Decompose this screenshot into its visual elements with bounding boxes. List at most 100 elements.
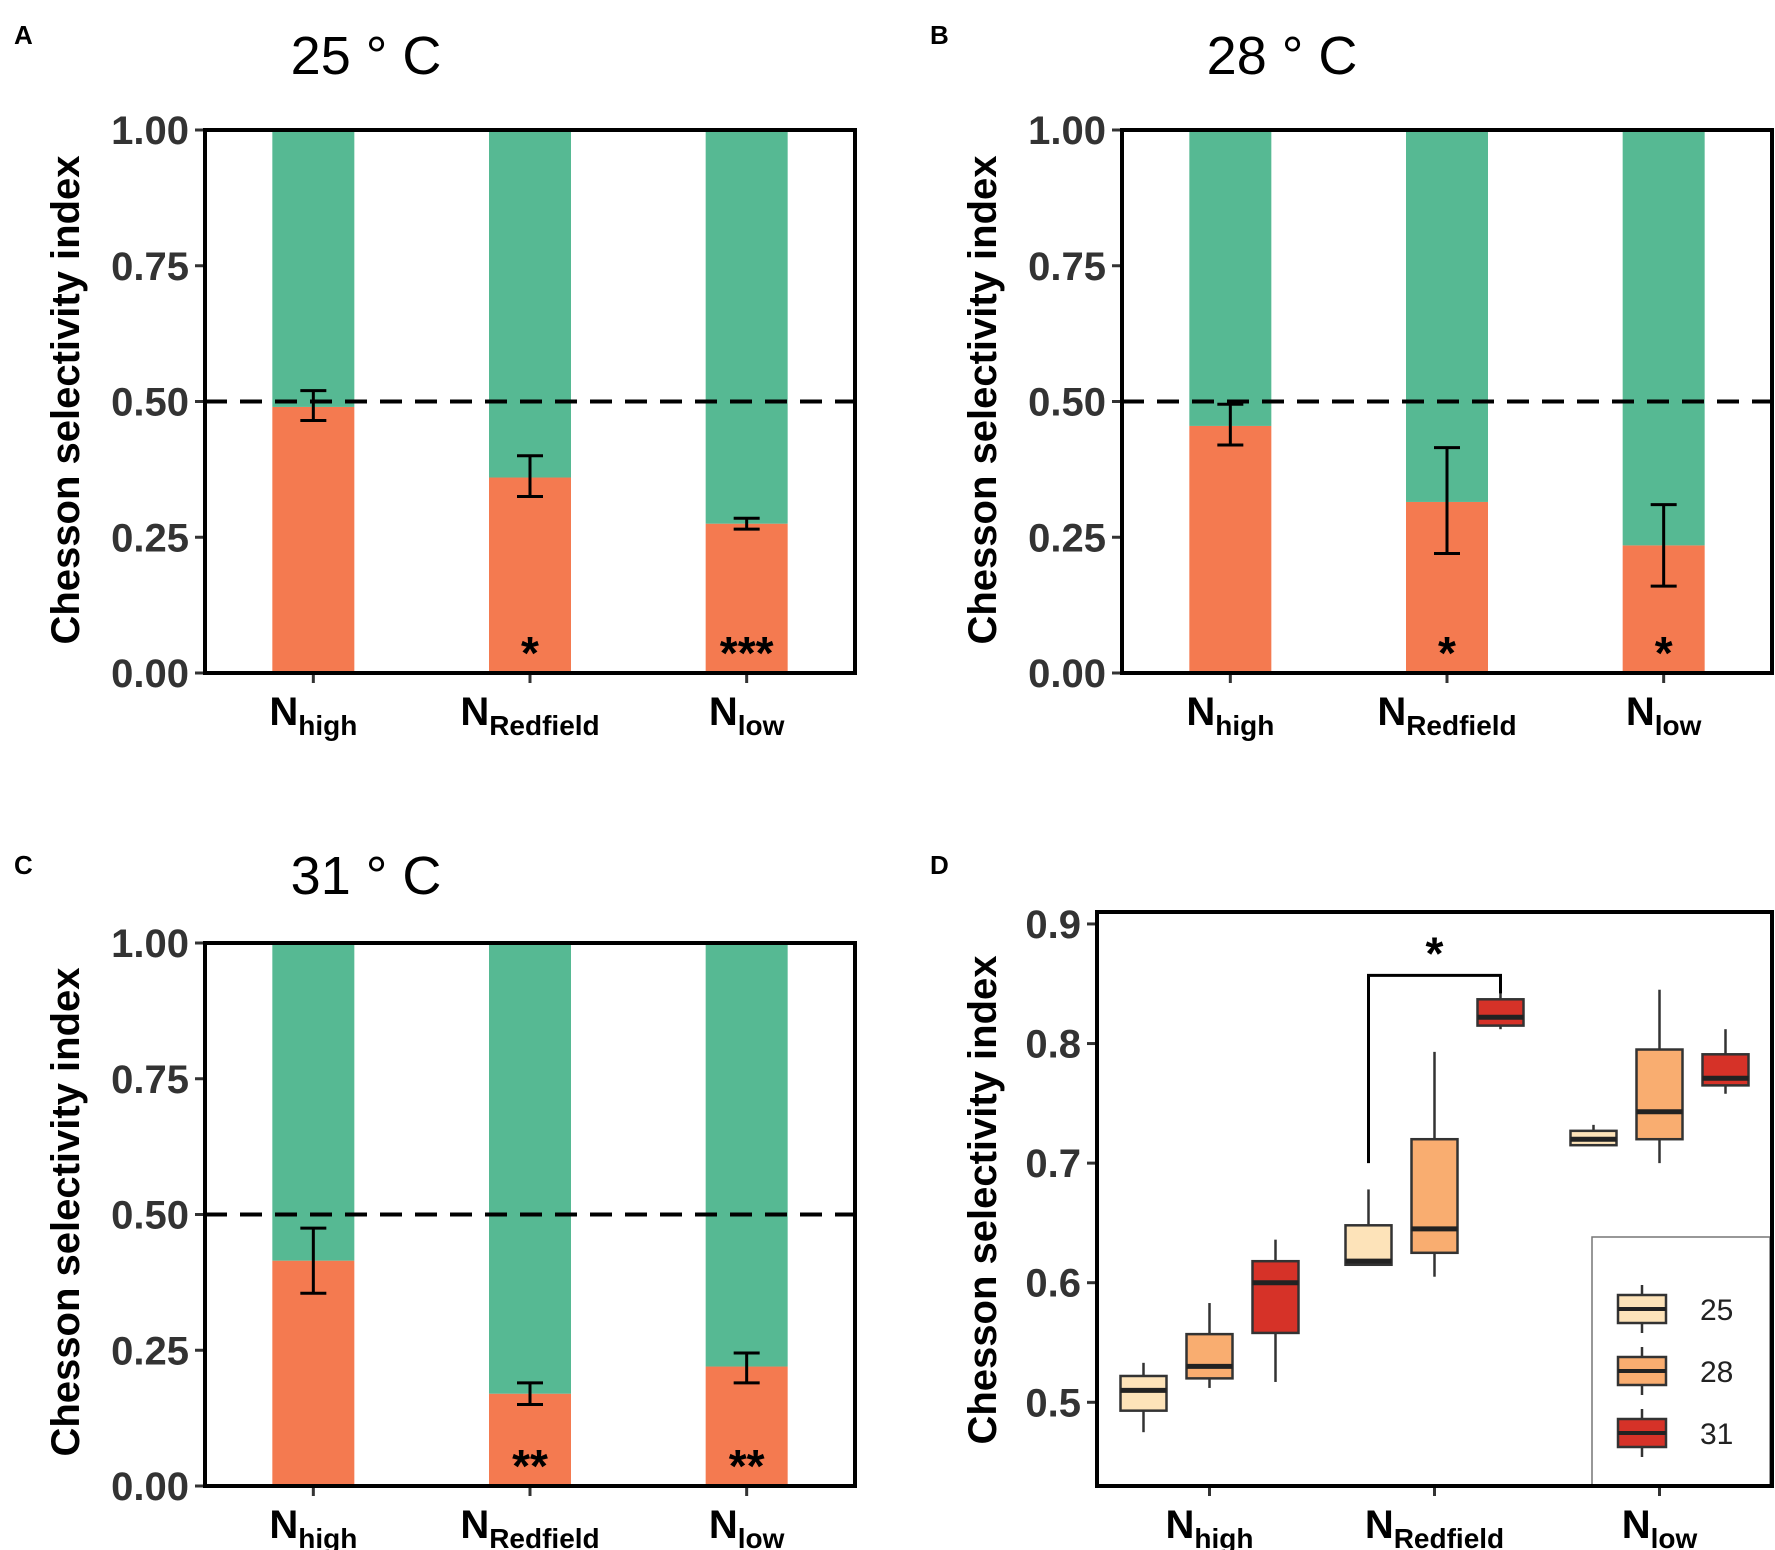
y-tick-label: 0.50 bbox=[111, 381, 189, 425]
box-31 bbox=[1251, 1259, 1300, 1335]
box-25 bbox=[1119, 1374, 1168, 1412]
y-tick-label: 0.7 bbox=[1025, 1142, 1081, 1186]
panel-title: 25 ° C bbox=[291, 26, 442, 86]
panel-b: B 28 ° C Chesson selectivity index 0.00 0.25… bbox=[930, 20, 1775, 741]
significance-label: *** bbox=[720, 627, 774, 679]
box-28 bbox=[1410, 1137, 1459, 1255]
bar-lower-1 bbox=[1189, 425, 1272, 673]
panel-c: C 31 ° C Chesson selectivity index 0.00 0.25… bbox=[14, 846, 870, 1550]
y-tick-label: 0.9 bbox=[1025, 903, 1081, 947]
x-tick-label-sub: Redfield bbox=[489, 710, 599, 741]
y-tick-label: 0.00 bbox=[1028, 652, 1106, 696]
x-tick-label-main: N bbox=[1622, 1503, 1651, 1547]
x-tick-label-main: N bbox=[709, 1503, 738, 1547]
panel-letter: B bbox=[930, 20, 949, 50]
x-tick-label-sub: low bbox=[1651, 1523, 1698, 1550]
x-tick-label-sub: low bbox=[738, 1523, 785, 1550]
x-tick-label-sub: high bbox=[1215, 710, 1274, 741]
plot-frame bbox=[203, 941, 857, 1488]
x-tick-label-sub: Redfield bbox=[1406, 710, 1516, 741]
bar-lower-2 bbox=[489, 1393, 571, 1486]
y-tick-label: 0.50 bbox=[1028, 381, 1106, 425]
x-tick-label: Nlow bbox=[1622, 1503, 1698, 1550]
plot-frame bbox=[203, 128, 857, 675]
y-axis-label: Chesson selectivity index bbox=[961, 155, 1005, 644]
bar-upper-2 bbox=[489, 130, 571, 478]
x-tick-label: NRedfield bbox=[1377, 690, 1516, 741]
y-tick-label: 1.00 bbox=[1028, 109, 1106, 153]
y-tick-label: 0.25 bbox=[111, 516, 189, 560]
bar-lower-1 bbox=[272, 406, 355, 673]
comparison-label: * bbox=[1426, 927, 1444, 979]
x-tick-label-main: N bbox=[1365, 1503, 1394, 1547]
bar-upper-1 bbox=[272, 943, 355, 1261]
panel-a: A 25 ° C Chesson selectivity index 0.00 0.25… bbox=[14, 20, 870, 741]
y-tick-label: 0.75 bbox=[1028, 245, 1106, 289]
bar-lower-1 bbox=[272, 1260, 355, 1486]
box-31 bbox=[1701, 1053, 1750, 1087]
bar-upper-1 bbox=[1189, 130, 1272, 426]
panel-title: 31 ° C bbox=[291, 846, 442, 906]
x-tick-label-main: N bbox=[460, 1503, 489, 1547]
x-tick-label: NRedfield bbox=[1365, 1503, 1504, 1550]
y-tick-label: 0.50 bbox=[111, 1194, 189, 1238]
y-tick-label: 0.75 bbox=[111, 245, 189, 289]
significance-label: * bbox=[521, 627, 539, 679]
legend-label: 25 bbox=[1700, 1294, 1733, 1327]
bar-upper-3 bbox=[705, 130, 788, 524]
comparison-bracket bbox=[1367, 973, 1502, 1164]
legend-label: 28 bbox=[1700, 1356, 1733, 1389]
x-tick-label-main: N bbox=[1626, 690, 1655, 734]
x-tick-label: NRedfield bbox=[460, 1503, 599, 1550]
x-tick-label: Nhigh bbox=[269, 1503, 357, 1550]
y-tick-label: 1.00 bbox=[111, 109, 189, 153]
bar-upper-1 bbox=[272, 130, 355, 407]
x-tick-label-sub: low bbox=[738, 710, 785, 741]
y-axis-label: Chesson selectivity index bbox=[961, 955, 1005, 1444]
y-tick-label: 0.25 bbox=[1028, 516, 1106, 560]
y-axis-label: Chesson selectivity index bbox=[44, 967, 88, 1456]
x-tick-label: Nlow bbox=[709, 690, 785, 741]
bar-lower-3 bbox=[705, 1366, 788, 1486]
panel-letter: D bbox=[930, 850, 949, 880]
significance-label: * bbox=[1655, 627, 1673, 679]
x-tick-label-main: N bbox=[709, 690, 738, 734]
y-tick-label: 1.00 bbox=[111, 922, 189, 966]
x-tick-label-sub: high bbox=[298, 1523, 357, 1550]
x-tick-label-sub: Redfield bbox=[489, 1523, 599, 1550]
bar-upper-3 bbox=[1622, 130, 1705, 546]
y-tick-label: 0.75 bbox=[111, 1058, 189, 1102]
y-tick-label: 0.5 bbox=[1025, 1381, 1081, 1425]
x-tick-label-sub: Redfield bbox=[1394, 1523, 1504, 1550]
y-tick-label: 0.00 bbox=[111, 652, 189, 696]
y-tick-label: 0.00 bbox=[111, 1465, 189, 1509]
x-tick-label-main: N bbox=[460, 690, 489, 734]
y-tick-label: 0.6 bbox=[1025, 1262, 1081, 1306]
panel-letter: C bbox=[14, 850, 33, 880]
bar-lower-2 bbox=[489, 477, 571, 673]
y-axis-label: Chesson selectivity index bbox=[44, 155, 88, 644]
y-tick-label: 0.8 bbox=[1025, 1023, 1081, 1067]
box-31 bbox=[1476, 998, 1525, 1027]
plot-frame bbox=[1095, 910, 1774, 1488]
panel-title: 28 ° C bbox=[1207, 26, 1358, 86]
x-tick-label: Nlow bbox=[1626, 690, 1702, 741]
x-tick-label: Nhigh bbox=[269, 690, 357, 741]
bar-upper-2 bbox=[489, 943, 571, 1394]
panel-d: D Chesson selectivity index 0.5 0.6 0.7 0.8 0.… bbox=[930, 850, 1774, 1550]
x-tick-label: NRedfield bbox=[460, 690, 599, 741]
x-tick-label: Nlow bbox=[709, 1503, 785, 1550]
panel-letter: A bbox=[14, 20, 33, 50]
x-tick-label: Nhigh bbox=[1166, 1503, 1254, 1550]
box-25 bbox=[1344, 1224, 1393, 1267]
box-28 bbox=[1635, 1048, 1684, 1141]
significance-label: ** bbox=[512, 1440, 548, 1492]
plot-frame bbox=[1120, 128, 1774, 675]
significance-label: * bbox=[1438, 627, 1456, 679]
x-tick-label: Nhigh bbox=[1186, 690, 1274, 741]
significance-label: ** bbox=[729, 1440, 765, 1492]
x-tick-label-main: N bbox=[1166, 1503, 1195, 1547]
x-tick-label-main: N bbox=[269, 690, 298, 734]
x-tick-label-main: N bbox=[269, 1503, 298, 1547]
